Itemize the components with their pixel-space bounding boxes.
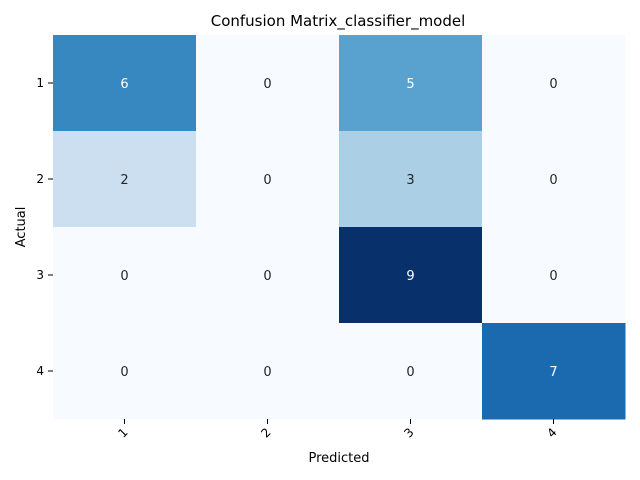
heatmap-cell — [196, 227, 340, 324]
heatmap-cells — [53, 35, 626, 420]
cell-value-label: 0 — [549, 173, 557, 188]
heatmap-cell — [339, 131, 483, 228]
heatmap-cell — [482, 35, 626, 132]
heatmap-cell — [53, 35, 197, 132]
cell-value-label: 3 — [406, 173, 414, 188]
heatmap-cell — [196, 35, 340, 132]
cell-value-label: 5 — [406, 77, 414, 92]
heatmap-cell — [53, 131, 197, 228]
cell-value-label: 0 — [263, 269, 271, 284]
heatmap-cell — [339, 227, 483, 324]
cell-value-label: 0 — [549, 77, 557, 92]
cell-value-label: 0 — [120, 365, 128, 380]
x-tick-label: 2 — [258, 425, 273, 440]
heatmap-cell — [339, 323, 483, 420]
chart-title: Confusion Matrix_classifier_model — [211, 12, 466, 31]
heatmap-cell — [53, 323, 197, 420]
cell-value-label: 0 — [406, 365, 414, 380]
y-tick-label: 3 — [36, 268, 44, 282]
y-tick-label: 4 — [36, 364, 44, 378]
heatmap-cell — [482, 227, 626, 324]
heatmap-cell — [482, 131, 626, 228]
x-axis-label: Predicted — [308, 451, 369, 466]
heatmap-cell-labels: 6 0 5 0 2 0 3 0 0 0 9 0 0 0 0 7 — [120, 77, 557, 380]
x-tick-label: 4 — [544, 425, 559, 440]
x-tick-label: 3 — [401, 425, 416, 440]
heatmap-cell — [53, 227, 197, 324]
cell-value-label: 9 — [406, 269, 414, 284]
y-tick-label: 1 — [36, 76, 44, 90]
cell-value-label: 2 — [120, 173, 128, 188]
cell-value-label: 0 — [263, 77, 271, 92]
cell-value-label: 0 — [549, 269, 557, 284]
cell-value-label: 6 — [120, 77, 128, 92]
cell-value-label: 0 — [263, 365, 271, 380]
y-tick-label: 2 — [36, 172, 44, 186]
y-axis-ticks: 1 2 3 4 — [36, 76, 53, 378]
y-axis-label: Actual — [14, 207, 29, 248]
heatmap-cell — [482, 323, 626, 420]
heatmap-cell — [196, 323, 340, 420]
heatmap-cell — [339, 35, 483, 132]
x-tick-label: 1 — [115, 425, 130, 440]
x-axis-ticks: 1 2 3 4 — [115, 419, 560, 441]
heatmap-cell — [196, 131, 340, 228]
cell-value-label: 0 — [120, 269, 128, 284]
cell-value-label: 0 — [263, 173, 271, 188]
cell-value-label: 7 — [549, 365, 557, 380]
